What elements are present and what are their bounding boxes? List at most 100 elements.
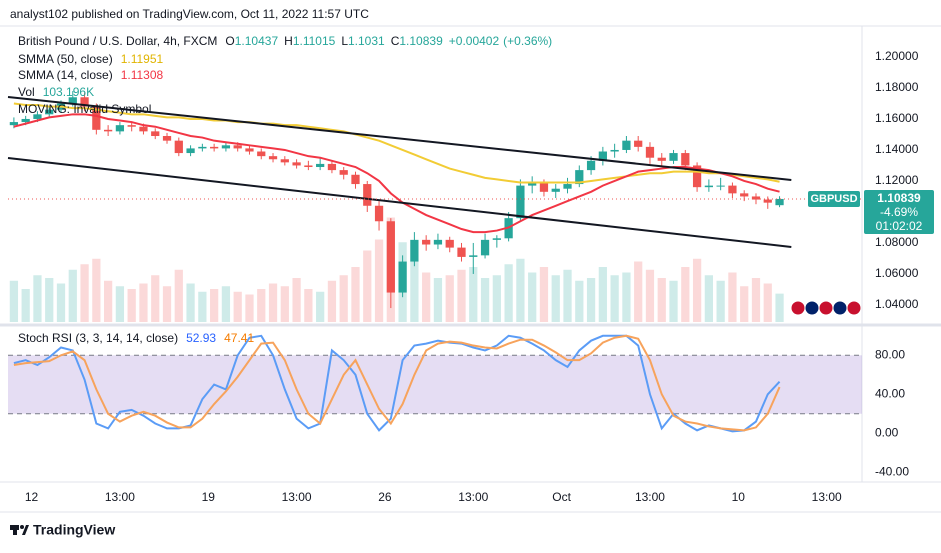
candle-body: [634, 140, 643, 147]
volume-bar: [80, 264, 89, 322]
volume-bar: [268, 283, 278, 322]
candle-body: [622, 140, 631, 150]
price-badge-value: 1.10839: [877, 191, 921, 205]
volume-bar: [198, 291, 207, 322]
volume-bar: [233, 291, 242, 322]
flag-icon: [832, 300, 848, 316]
y-tick-label: 1.06000: [875, 266, 919, 280]
candle-body: [115, 125, 125, 132]
ohlc-label: O: [225, 34, 234, 48]
price-badge-change: -4.69%: [880, 205, 918, 219]
price-badge: [864, 189, 934, 234]
volume-bar: [728, 272, 737, 322]
volume-bar: [634, 261, 643, 322]
volume-bar: [21, 289, 30, 322]
volume-bar: [775, 293, 784, 322]
candle-body: [9, 122, 19, 126]
stoch-band: [8, 355, 862, 414]
volume-bar: [539, 267, 549, 322]
moving-average-line: [13, 102, 780, 184]
candle-body: [563, 184, 572, 189]
volume-bar: [162, 286, 172, 322]
x-tick-label: 13:00: [282, 490, 312, 504]
candle-body: [339, 170, 348, 175]
candle-body: [139, 126, 148, 132]
candle-body: [751, 196, 761, 200]
candle-body: [92, 106, 101, 130]
x-tick-label: 12: [25, 490, 39, 504]
candle-body: [80, 97, 89, 107]
x-tick-label: 26: [378, 490, 392, 504]
candle-body: [422, 239, 431, 245]
volume-bar: [9, 280, 19, 322]
y-tick-label: 40.00: [875, 386, 905, 400]
volume-bar: [445, 275, 454, 322]
volume-bar: [327, 280, 337, 322]
volume-value: 103.196K: [43, 85, 94, 99]
volume-bar: [210, 289, 219, 322]
candle-body: [551, 188, 560, 192]
symbol-title: British Pound / U.S. Dollar, 4h, FXCM: [18, 34, 217, 48]
symbol-legend: British Pound / U.S. Dollar, 4h, FXCM O 1.…: [18, 34, 552, 48]
candle-body: [186, 148, 195, 154]
y-tick-label: 1.12000: [875, 173, 919, 187]
candle-body: [410, 239, 419, 262]
y-tick-label: 1.18000: [875, 80, 919, 94]
volume-bar: [186, 283, 195, 322]
volume-bar: [221, 286, 231, 322]
volume-layer: [9, 217, 784, 322]
candle-body: [363, 184, 372, 206]
candle-body: [528, 182, 537, 186]
y-tick-label: 80.00: [875, 347, 905, 361]
candle-body: [198, 146, 207, 149]
ohlc-label: L: [341, 34, 348, 48]
candle-body: [457, 247, 466, 257]
volume-bar: [610, 275, 619, 322]
volume-bar: [316, 291, 325, 322]
logo-part: [13, 525, 17, 535]
y-tick-label: 0.00: [875, 425, 899, 439]
symbol-badge-label: GBPUSD: [810, 193, 857, 205]
volume-bar: [257, 289, 266, 322]
candle-body: [45, 109, 54, 115]
candle-body: [327, 163, 337, 171]
candle-body: [669, 153, 678, 161]
volume-bar: [351, 267, 360, 322]
trend-line: [7, 157, 792, 248]
candle-body: [386, 221, 395, 293]
brand-name: TradingView: [33, 522, 115, 538]
candle-body: [598, 151, 607, 161]
y-tick-label: 1.20000: [875, 49, 919, 63]
volume-bar: [563, 269, 572, 322]
ohlc-value: 1.10839: [399, 34, 443, 48]
candle-body: [174, 140, 183, 154]
volume-bar: [480, 278, 490, 322]
volume-bar: [716, 280, 725, 322]
candle-body: [374, 205, 384, 222]
candle-body: [645, 146, 655, 158]
candle-body: [492, 238, 501, 240]
volume-bar: [292, 278, 301, 322]
volume-bar: [763, 283, 772, 322]
candle-body: [210, 146, 219, 149]
candle-body: [268, 156, 278, 160]
volume-bar: [422, 272, 431, 322]
x-tick-label: 13:00: [105, 490, 135, 504]
volume-bar: [280, 286, 289, 322]
ohlc-label: H: [284, 34, 293, 48]
y-tick-label: 1.16000: [875, 111, 919, 125]
stoch-title: Stoch RSI (3, 3, 14, 14, close): [18, 331, 178, 345]
candle-body: [692, 165, 702, 188]
candle-body: [304, 165, 313, 168]
candle-body: [586, 160, 596, 171]
indicator-name: SMMA (50, close): [18, 52, 113, 66]
volume-bar: [704, 275, 713, 322]
candle-body: [21, 118, 30, 123]
volume-bar: [363, 250, 372, 322]
candle-body: [445, 239, 454, 248]
x-tick-label: 13:00: [812, 490, 842, 504]
change-percent: (+0.36%): [503, 34, 552, 48]
volume-bar: [516, 258, 525, 322]
stoch-legend: Stoch RSI (3, 3, 14, 14, close) 52.93 47.4…: [18, 331, 254, 345]
stoch-d-value: 47.41: [224, 331, 254, 345]
